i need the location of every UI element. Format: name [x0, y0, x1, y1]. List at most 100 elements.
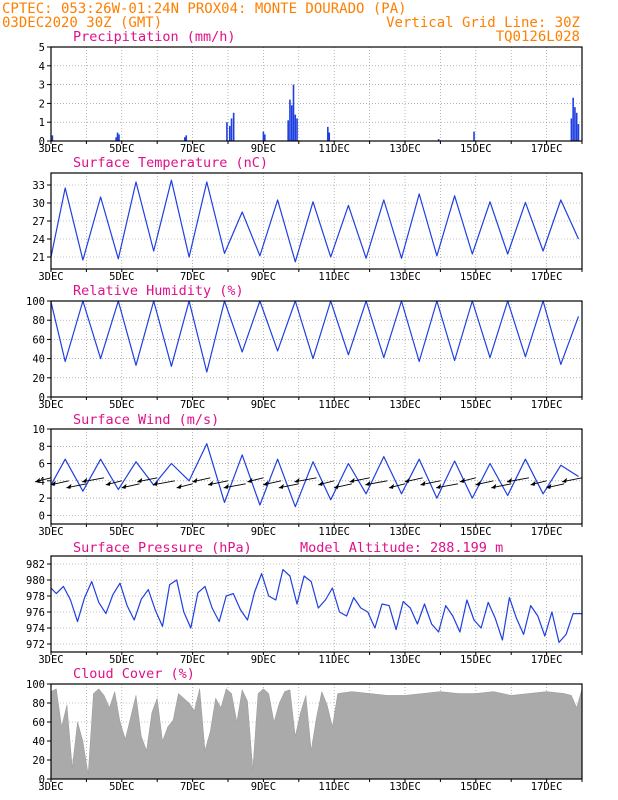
wind-arrow: [192, 477, 211, 483]
precip-bar: [290, 105, 293, 141]
wind-arrow: [404, 477, 423, 483]
wind-ytick-label: 0: [39, 510, 45, 522]
wind-frame: [50, 428, 583, 525]
precip-ytick-label: 3: [39, 80, 45, 92]
wind-arrow: [506, 477, 529, 483]
wind-arrow-head: [546, 483, 552, 489]
precip-bar: [574, 107, 576, 141]
pres-line: [50, 569, 582, 643]
rh-xtick-label: 9DEC: [251, 399, 276, 411]
precip-xtick-label: 3DEC: [38, 143, 63, 155]
wind-xtick-label: 15DEC: [460, 526, 492, 538]
pres-xtick-label: 9DEC: [251, 654, 276, 666]
precip-frame: [50, 46, 583, 142]
temp-ytick-label: 33: [32, 180, 45, 192]
wind-arrow-head: [223, 483, 229, 489]
rh-xtick-label: 7DEC: [180, 399, 205, 411]
precip-bar: [575, 112, 578, 141]
precip-bar: [115, 137, 117, 141]
wind-arrow: [137, 477, 158, 483]
cloud-xtick-label: 15DEC: [460, 781, 492, 793]
pres-ytick-label: 974: [26, 623, 45, 635]
temp-xtick-label: 17DEC: [531, 271, 563, 283]
precip-bar: [437, 139, 440, 141]
pres-altitude: Model Altitude: 288.199 m: [300, 540, 503, 556]
pres-ytick-label: 978: [26, 591, 45, 603]
pres-xtick-label: 11DEC: [318, 654, 350, 666]
wind-arrow: [105, 480, 122, 486]
wind-xtick-label: 17DEC: [531, 526, 563, 538]
pres-xtick-label: 5DEC: [109, 654, 134, 666]
wind-arrow: [247, 477, 264, 483]
cloud-area: [50, 688, 583, 780]
wind-arrow: [491, 483, 512, 489]
precip-bar: [572, 97, 574, 141]
precip-bar: [328, 132, 331, 141]
rh-ytick-label: 0: [39, 392, 45, 404]
rh-xtick-label: 3DEC: [38, 399, 63, 411]
cloud-xtick-label: 13DEC: [389, 781, 421, 793]
precip-bar: [292, 84, 295, 141]
header-station: CPTEC: 053:26W-01:24N PROX04: MONTE DOUR…: [2, 1, 407, 17]
wind-arrow-head: [404, 477, 410, 483]
wind-arrow-head: [137, 477, 143, 483]
wind-xtick-label: 3DEC: [38, 526, 63, 538]
wind-arrow: [561, 477, 583, 483]
temp-frame: [50, 172, 583, 270]
panel-temp: 21 24 27 30 33 3DEC 5DEC 7DEC 9DEC 11DEC 13DEC 15DE…: [32, 172, 583, 283]
wind-arrow-head: [475, 480, 481, 486]
precip-bar: [51, 135, 54, 141]
wind-arrow-head: [349, 477, 355, 483]
panel-rh: 0 20 40 60 80 100 3DEC 5DEC 7DEC 9DEC 11DEC 13DEC 15…: [26, 296, 583, 411]
temp-ytick-label: 24: [32, 234, 45, 246]
cloud-ytick-label: 80: [32, 698, 45, 710]
precip-ytick-label: 4: [39, 61, 45, 73]
panel-cloud: 0 20 40 60 80 100 3DEC 5DEC 7DEC 9DEC 11DEC 13DEC 15…: [26, 679, 583, 793]
cloud-frame: [50, 683, 583, 780]
precip-title: Precipitation (mm/h): [73, 29, 236, 45]
temp-line: [50, 179, 580, 263]
rh-xtick-label: 5DEC: [109, 399, 134, 411]
wind-arrow: [546, 483, 565, 489]
pres-ytick-label: 972: [26, 639, 45, 651]
wind-arrow-head: [318, 480, 324, 486]
precip-ytick-label: 1: [39, 117, 45, 129]
wind-arrow-head: [192, 477, 198, 483]
wind-ytick-label: 2: [39, 493, 45, 505]
wind-title: Surface Wind (m/s): [73, 412, 219, 428]
precip-bar: [184, 137, 186, 141]
precip-bar: [118, 134, 120, 141]
precip-xtick-label: 13DEC: [389, 143, 421, 155]
wind-arrow: [34, 477, 52, 483]
wind-arrow: [207, 480, 229, 486]
precip-ytick-label: 0: [39, 136, 45, 148]
precip-xtick-label: 11DEC: [318, 143, 350, 155]
cloud-ytick-label: 60: [32, 717, 45, 729]
wind-arrow-head: [176, 483, 182, 489]
wind-arrow: [176, 483, 193, 489]
rh-ytick-label: 80: [32, 315, 45, 327]
precip-bar: [577, 124, 580, 141]
wind-ytick-label: 10: [32, 424, 45, 436]
precip-xtick-label: 7DEC: [180, 143, 205, 155]
precip-bar: [294, 114, 297, 141]
precip-xtick-label: 15DEC: [460, 143, 492, 155]
pres-frame: [50, 555, 583, 653]
wind-arrow: [333, 483, 353, 489]
cloud-xtick-label: 3DEC: [38, 781, 63, 793]
wind-arrow-head: [506, 477, 512, 483]
precip-bar: [232, 112, 235, 141]
rh-title: Relative Humidity (%): [73, 283, 244, 299]
precip-xtick-label: 5DEC: [109, 143, 134, 155]
wind-arrow-head: [208, 480, 213, 486]
cloud-ytick-label: 100: [26, 679, 45, 691]
rh-xtick-label: 15DEC: [460, 399, 492, 411]
pres-xtick-label: 3DEC: [38, 654, 63, 666]
pres-ytick-label: 980: [26, 575, 45, 587]
temp-ytick-label: 21: [32, 252, 45, 264]
rh-ytick-label: 100: [26, 296, 45, 308]
wind-arrow: [152, 480, 175, 486]
wind-arrow-head: [491, 483, 497, 489]
header-model-code: TQ0126L028: [496, 29, 580, 45]
temp-title: Surface Temperature (nC): [73, 155, 268, 171]
